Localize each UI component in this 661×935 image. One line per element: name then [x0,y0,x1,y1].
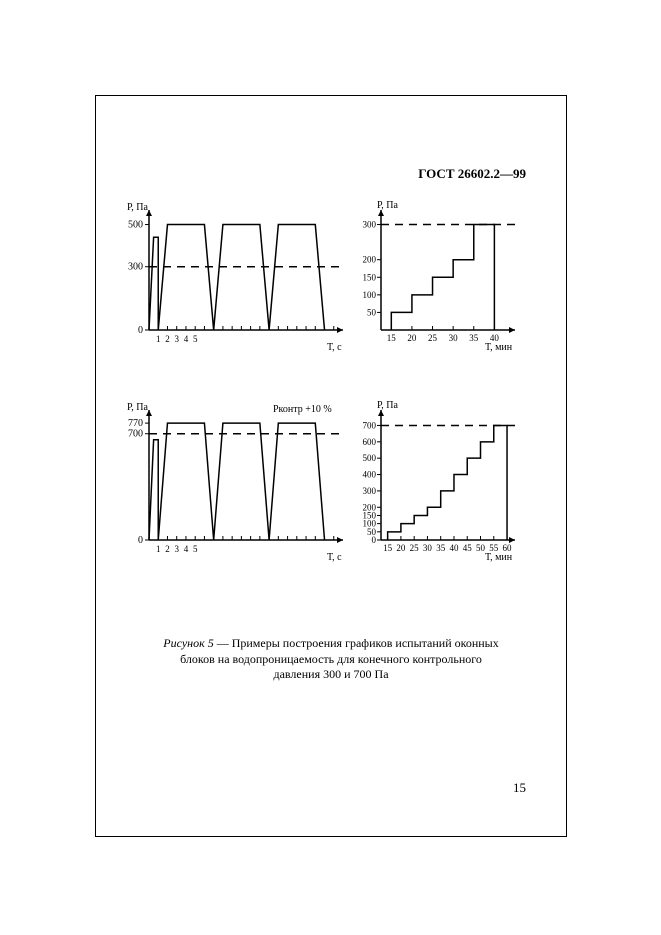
svg-text:1: 1 [156,544,161,554]
svg-text:Т, мин: Т, мин [485,552,513,563]
svg-text:700: 700 [363,420,377,430]
svg-text:0: 0 [138,535,143,546]
svg-text:20: 20 [396,543,406,553]
svg-text:Р, Па: Р, Па [377,400,399,411]
svg-text:35: 35 [469,333,479,343]
svg-text:Т, с: Т, с [327,342,342,353]
svg-text:Р, Па: Р, Па [377,200,399,211]
chart1-left: Р, Па Т, с 0 300 500 12345 [121,196,351,356]
svg-text:200: 200 [363,502,377,512]
svg-text:25: 25 [410,543,420,553]
svg-text:Т, мин: Т, мин [485,342,513,353]
svg-text:30: 30 [449,333,459,343]
svg-text:35: 35 [436,543,446,553]
svg-text:200: 200 [363,255,377,265]
svg-text:300: 300 [363,220,377,230]
caption-line2: блоков на водопроницаемость для конечног… [180,652,482,666]
svg-text:3: 3 [174,544,179,554]
svg-text:45: 45 [463,543,473,553]
svg-text:15: 15 [383,543,393,553]
svg-text:300: 300 [128,262,143,273]
svg-text:500: 500 [363,453,377,463]
svg-text:2: 2 [165,334,170,344]
caption-line1: Примеры построения графиков испытаний ок… [232,636,499,650]
svg-text:300: 300 [363,486,377,496]
svg-text:Рконтр +10 %: Рконтр +10 % [273,404,332,415]
svg-text:4: 4 [184,544,189,554]
svg-text:50: 50 [367,307,377,317]
svg-text:50: 50 [476,543,486,553]
svg-text:15: 15 [387,333,397,343]
charts-area: Р, ПаТ, с030050012345 Р, ПаТ, мин5010015… [121,196,521,606]
svg-text:600: 600 [363,437,377,447]
svg-text:400: 400 [363,470,377,480]
svg-text:3: 3 [174,334,179,344]
chart2-left: Р, Па Т, с 0 700770 12345 Рконтр +10 % [121,396,351,566]
svg-text:5: 5 [193,334,198,344]
caption-dash: — [214,636,232,650]
figure-caption: Рисунок 5 — Примеры построения графиков … [96,636,566,683]
svg-text:Р, Па: Р, Па [127,202,149,213]
svg-text:2: 2 [165,544,170,554]
svg-text:150: 150 [363,272,377,282]
svg-text:100: 100 [363,290,377,300]
svg-text:4: 4 [184,334,189,344]
svg-text:55: 55 [489,543,499,553]
svg-text:25: 25 [428,333,438,343]
chart-row-1: Р, Па Т, с 0 300 500 12345 Р, Па Т, мин 50 100 15… [121,196,521,356]
svg-text:40: 40 [449,543,459,553]
document-header: ГОСТ 26602.2—99 [418,166,526,182]
chart2-right: Р, ПаТ, мин05010015020030040050060070015… [351,396,521,566]
svg-text:1: 1 [156,334,161,344]
svg-text:0: 0 [138,325,143,336]
svg-text:60: 60 [503,543,513,553]
svg-text:20: 20 [407,333,417,343]
svg-text:5: 5 [193,544,198,554]
caption-line3: давления 300 и 700 Па [273,667,388,681]
svg-text:Т, с: Т, с [327,552,342,563]
figure-label: Рисунок 5 [163,636,213,650]
svg-text:770: 770 [128,418,143,429]
svg-text:40: 40 [490,333,500,343]
svg-text:Р, Па: Р, Па [127,402,149,413]
chart1-right: Р, Па Т, мин 50 100 150 200 300 15 20 25 30 35 40 [351,196,521,356]
svg-text:700: 700 [128,429,143,440]
page-number: 15 [513,780,526,796]
svg-text:500: 500 [128,220,143,231]
chart-row-2: Р, ПаТ, с070077012345Рконтр +10 % Р, ПаТ… [121,396,521,566]
page-frame: ГОСТ 26602.2—99 Р, ПаТ, с030050012345 Р,… [95,95,567,837]
svg-text:30: 30 [423,543,433,553]
